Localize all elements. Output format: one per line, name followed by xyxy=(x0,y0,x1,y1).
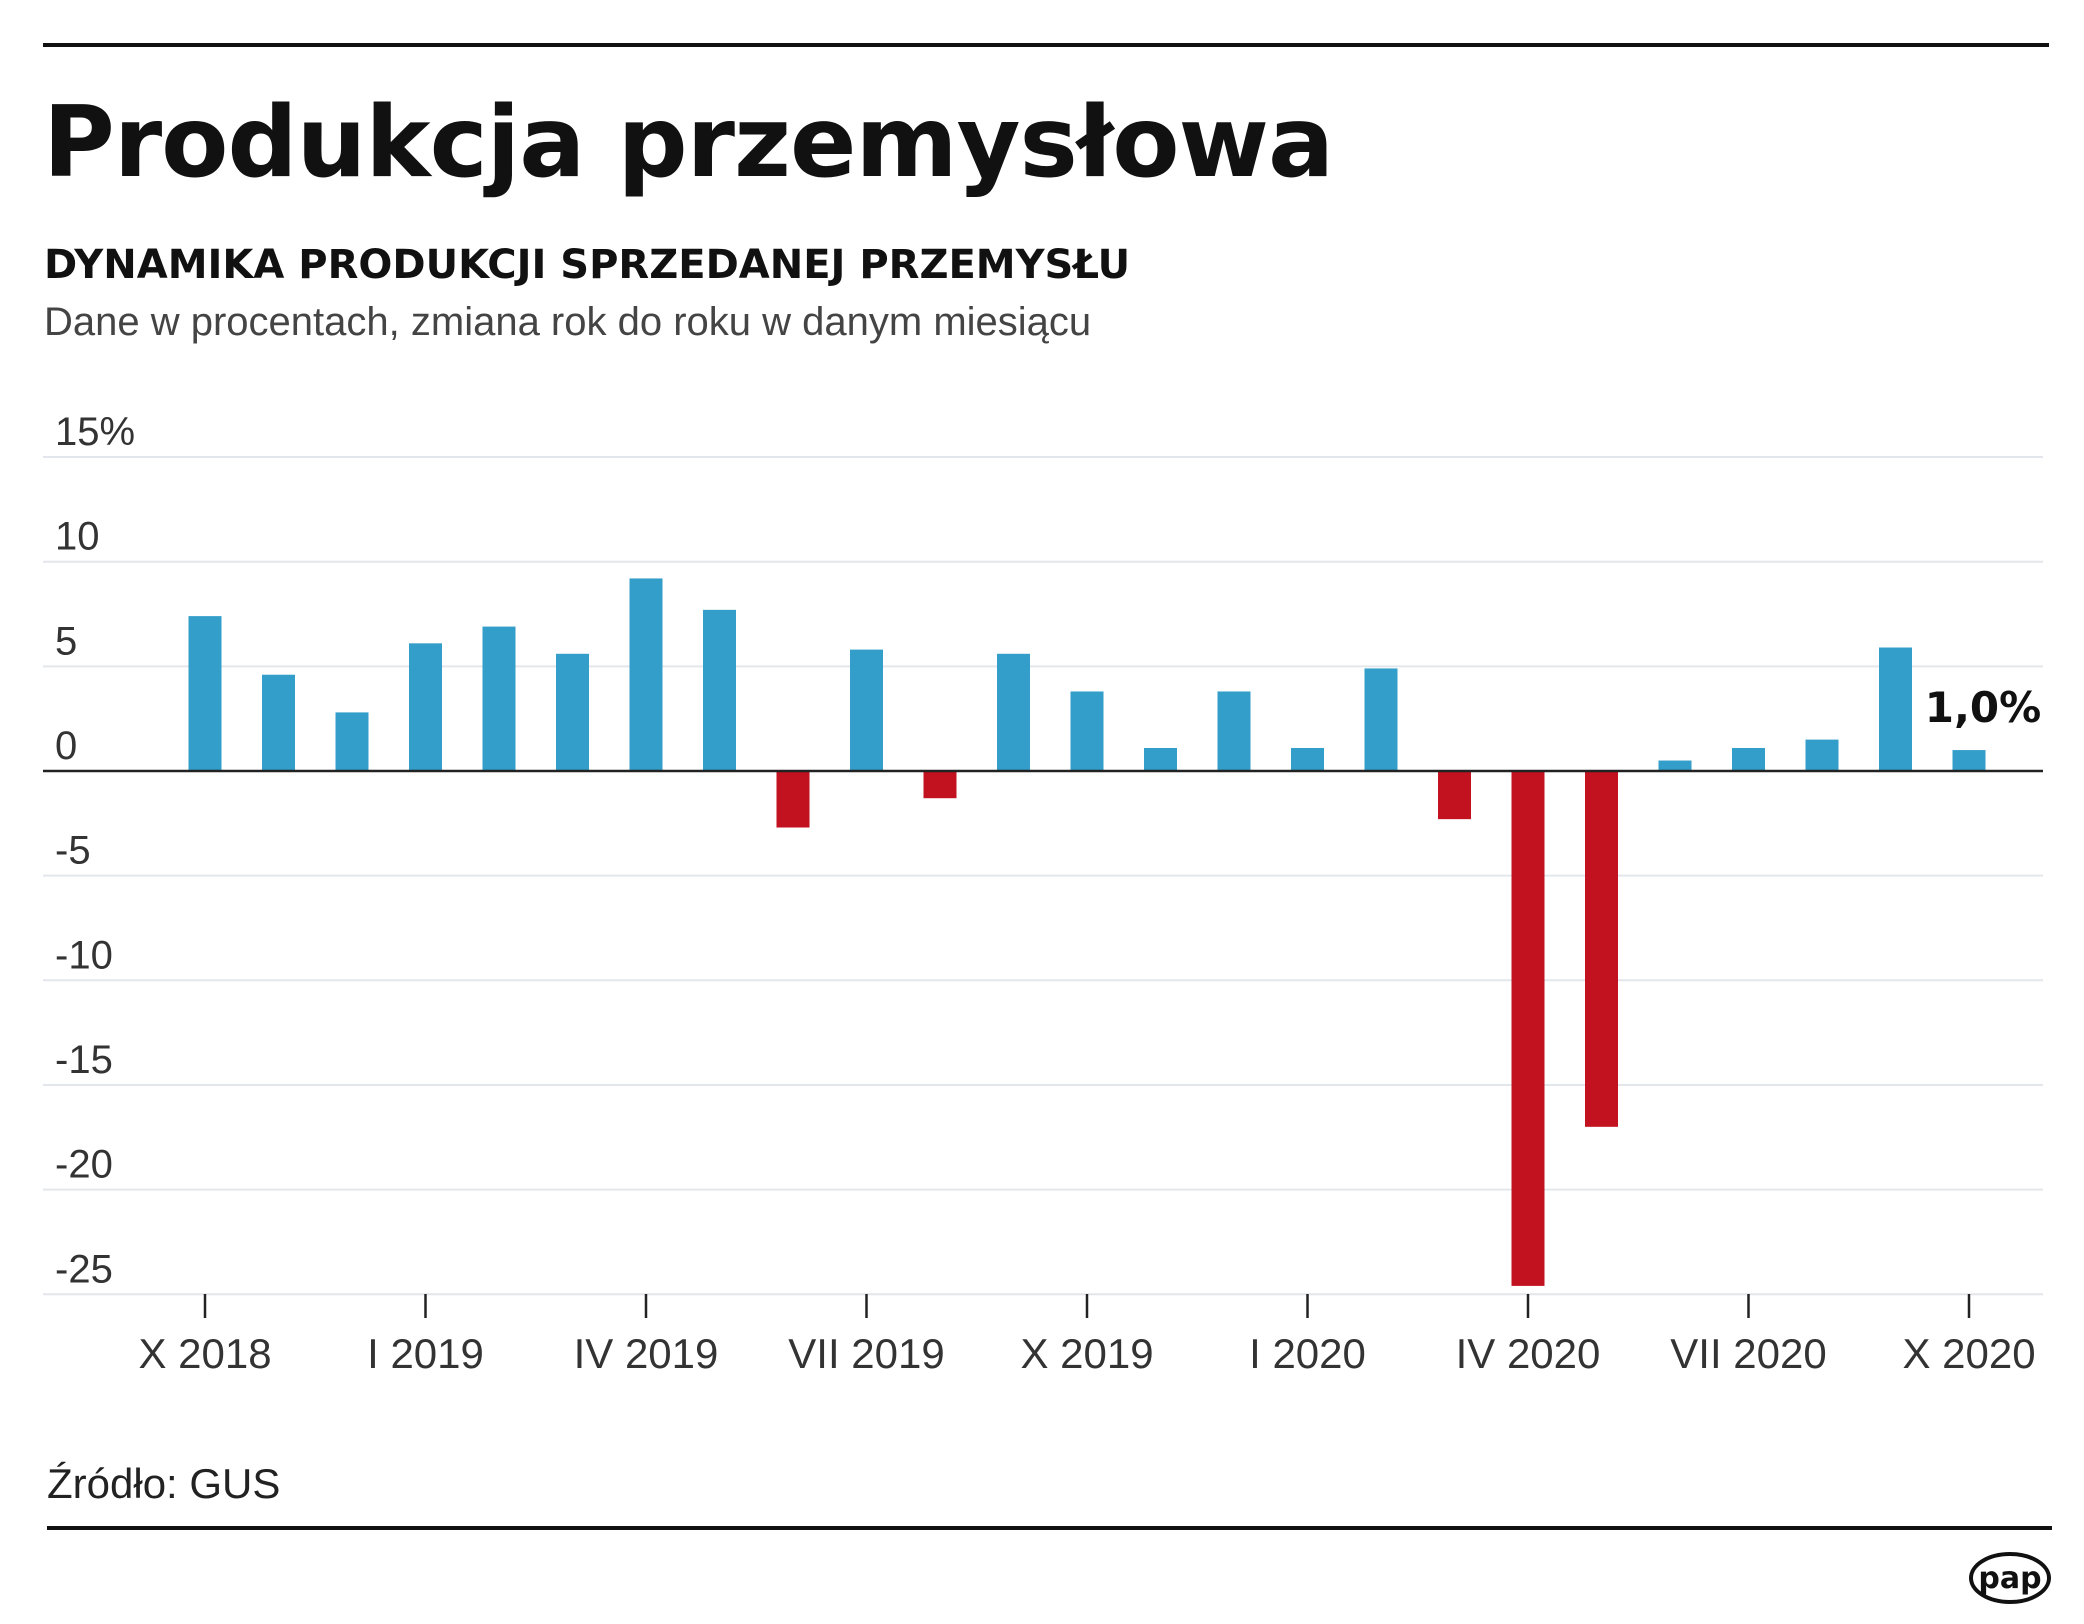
bar-VI-2020 xyxy=(1658,760,1692,771)
bar-VII-2020 xyxy=(1732,747,1765,771)
page-title: Produkcja przemysłowa xyxy=(43,86,1334,200)
pap-logo: pap xyxy=(1969,1552,2051,1604)
x-tick-label: VII 2020 xyxy=(1670,1330,1826,1377)
bar-IX-2019 xyxy=(997,653,1030,771)
y-tick-label: -20 xyxy=(55,1143,113,1187)
x-tick-label: X 2018 xyxy=(138,1330,271,1377)
y-tick-label: -5 xyxy=(55,829,91,873)
y-tick-label: 15% xyxy=(55,410,135,454)
x-tick-label: IV 2020 xyxy=(1456,1330,1601,1377)
bar-I-2019 xyxy=(409,643,442,771)
bottom-rule xyxy=(47,1526,2052,1530)
x-tick-label: X 2020 xyxy=(1902,1330,2035,1377)
bar-III-2020 xyxy=(1438,771,1471,820)
value-annotation: 1,0% xyxy=(1925,683,2041,732)
bar-XI-2019 xyxy=(1144,747,1177,771)
bar-XII-2019 xyxy=(1217,691,1251,771)
top-rule xyxy=(43,43,2049,47)
y-tick-label: -25 xyxy=(55,1247,113,1291)
bar-I-2020 xyxy=(1291,747,1324,771)
bar-VI-2019 xyxy=(776,771,810,828)
bar-XII-2018 xyxy=(335,712,369,771)
x-tick-label: X 2019 xyxy=(1020,1330,1153,1377)
bar-VIII-2019 xyxy=(923,771,957,799)
y-tick-label: 0 xyxy=(55,724,77,768)
y-tick-label: 10 xyxy=(55,515,100,559)
bar-X-2018 xyxy=(188,616,222,771)
bar-X-2020 xyxy=(1952,750,1986,771)
chart-description: Dane w procentach, zmiana rok do roku w … xyxy=(44,300,1092,344)
y-tick-label: -15 xyxy=(55,1038,113,1082)
bar-X-2019 xyxy=(1070,691,1104,771)
y-tick-label: 5 xyxy=(55,619,77,663)
bar-chart: 15% 10 5 0 -5 -10 -15 -20 -25 X 2018 I 2019 IV 2019… xyxy=(43,410,2043,1377)
bar-IX-2020 xyxy=(1879,647,1912,771)
bar-II-2019 xyxy=(482,626,516,771)
bar-III-2019 xyxy=(556,653,589,771)
x-tick-label: IV 2019 xyxy=(574,1330,719,1377)
x-tick-label: VII 2019 xyxy=(788,1330,944,1377)
bar-VIII-2020 xyxy=(1805,739,1839,771)
bar-IV-2020 xyxy=(1511,771,1545,1286)
bar-V-2019 xyxy=(703,609,736,771)
x-tick-label: I 2020 xyxy=(1249,1330,1366,1377)
bar-II-2020 xyxy=(1364,668,1398,771)
bar-IV-2019 xyxy=(629,578,663,771)
bar-XI-2018 xyxy=(262,674,295,771)
chart-subtitle: DYNAMIKA PRODUKCJI SPRZEDANEJ PRZEMYSŁU xyxy=(44,242,1131,288)
x-tick-label: I 2019 xyxy=(367,1330,484,1377)
bar-V-2020 xyxy=(1585,771,1618,1127)
source-note: Źródło: GUS xyxy=(47,1460,281,1507)
svg-text:pap: pap xyxy=(1978,1561,2041,1596)
bar-VII-2019 xyxy=(850,649,883,771)
y-tick-label: -10 xyxy=(55,933,113,977)
